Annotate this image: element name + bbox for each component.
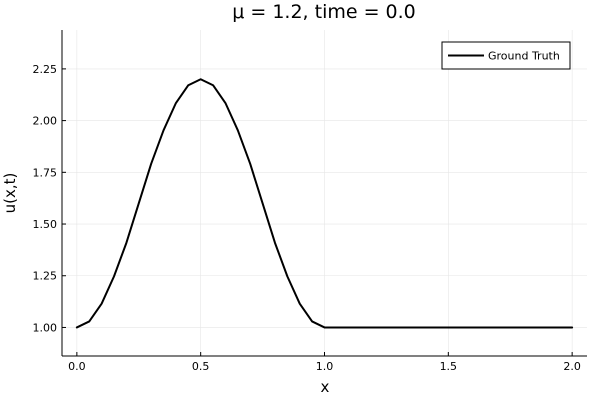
y-tick-label: 1.00	[33, 321, 58, 334]
y-tick-label: 1.50	[33, 218, 58, 231]
series-line-ground-truth	[75, 78, 574, 329]
x-tick-label: 0.0	[68, 360, 86, 373]
x-tick-label: 1.5	[440, 360, 458, 373]
x-axis-title: x	[321, 378, 330, 396]
x-tick-label: 0.5	[192, 360, 210, 373]
y-axis-title: u(x,t)	[1, 173, 19, 214]
axis-ticks: 0.0 0.5 1.0 1.5 2.0 1.00 1.25 1.50 1.75 2.00 2.25	[33, 30, 587, 373]
y-tick-label: 2.00	[33, 115, 58, 128]
y-tick-label: 1.25	[33, 270, 58, 283]
y-tick-label: 2.25	[33, 63, 58, 76]
y-tick-label: 1.75	[33, 166, 58, 179]
series-layer	[75, 78, 574, 329]
grid	[62, 30, 587, 356]
x-tick-label: 1.0	[316, 360, 334, 373]
chart-title: μ = 1.2, time = 0.0	[232, 1, 416, 23]
x-tick-label: 2.0	[563, 360, 581, 373]
legend: Ground Truth	[441, 41, 571, 70]
legend-label-ground-truth: Ground Truth	[488, 50, 560, 63]
